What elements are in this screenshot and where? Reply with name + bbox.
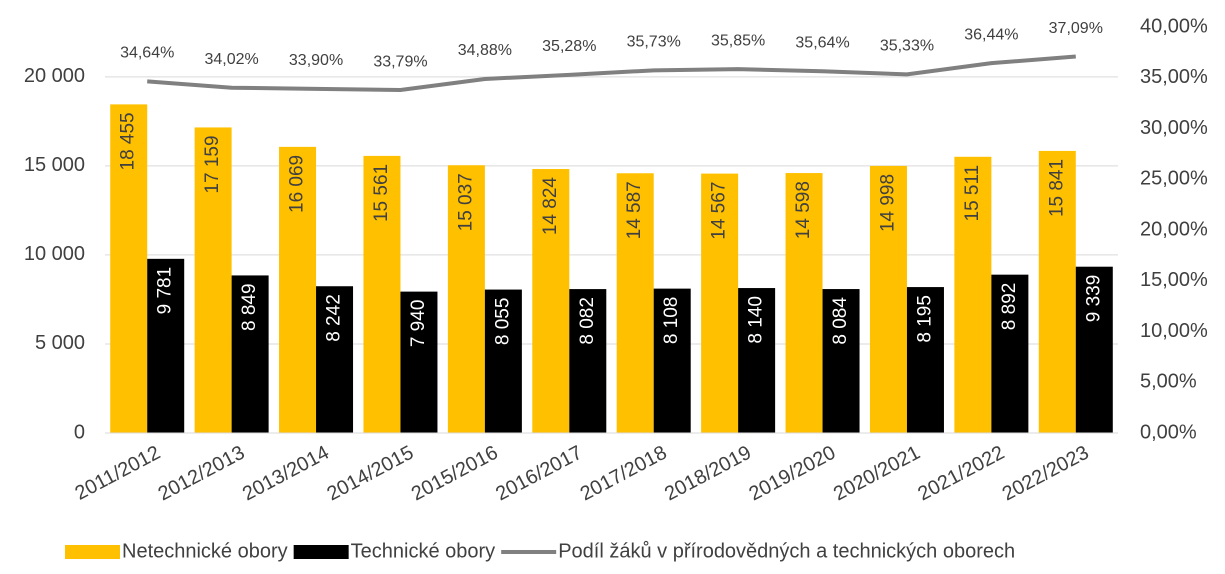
bar [400, 291, 438, 433]
y-tick-label: 20 000 [24, 65, 85, 87]
bar [616, 173, 654, 434]
bar-value-label: 8 140 [746, 296, 767, 344]
line-value-label: 35,28% [542, 38, 596, 55]
y2-tick-label: 0,00% [1140, 421, 1197, 443]
bar-value-label: 16 069 [287, 155, 308, 213]
bar [822, 289, 860, 433]
bar [991, 274, 1029, 433]
bar [653, 288, 691, 433]
bar [447, 165, 485, 433]
bar [869, 165, 907, 433]
line-value-label: 37,09% [1049, 20, 1103, 37]
line-value-label: 35,33% [880, 38, 934, 55]
y2-tick-label: 5,00% [1140, 371, 1197, 393]
x-tick-label: 2020/2021 [830, 442, 924, 506]
x-tick-label: 2019/2020 [746, 442, 840, 506]
x-tick-label: 2015/2016 [408, 442, 502, 506]
bar-value-label: 8 108 [661, 297, 682, 345]
bar-value-label: 9 781 [155, 267, 176, 315]
x-tick-label: 2018/2019 [661, 442, 755, 506]
bar [1038, 150, 1076, 433]
bar-value-label: 8 892 [999, 283, 1020, 331]
bar [569, 289, 607, 433]
bar [279, 146, 317, 433]
line [147, 54, 1076, 93]
y2-tick-label: 40,00% [1140, 15, 1208, 37]
bar [785, 173, 823, 433]
bar-value-label: 8 242 [324, 294, 345, 342]
bar-value-label: 7 940 [408, 300, 429, 348]
line-value-label: 35,73% [627, 34, 681, 51]
bar-value-label: 9 339 [1083, 275, 1104, 323]
line-value-label: 34,88% [458, 42, 512, 59]
bar-value-label: 14 567 [709, 182, 730, 240]
legend-label: Podíl žáků v přírodovědných a technickýc… [558, 540, 1015, 562]
bar-value-label: 8 195 [914, 295, 935, 343]
bar [484, 289, 522, 433]
line-value-label: 33,90% [289, 52, 343, 69]
bar [231, 275, 269, 433]
bar-value-label: 14 824 [540, 177, 561, 236]
x-tick-label: 2021/2022 [914, 442, 1008, 506]
bar-value-label: 14 998 [877, 174, 898, 232]
legend-label: Technické obory [351, 540, 496, 562]
y2-tick-label: 15,00% [1140, 269, 1208, 291]
bar [194, 127, 232, 433]
bar-value-label: 17 159 [202, 135, 223, 193]
line-value-label: 34,64% [120, 45, 174, 62]
x-tick-label: 2017/2018 [577, 442, 671, 506]
bar-value-label: 18 455 [118, 112, 139, 170]
bar-value-label: 15 037 [455, 173, 476, 231]
line-value-label: 33,79% [373, 53, 427, 70]
bar-value-label: 8 082 [577, 297, 598, 345]
legend-label: Netechnické obory [122, 540, 288, 562]
bar [147, 258, 185, 433]
x-tick-label: 2016/2017 [492, 442, 586, 506]
bar [701, 173, 739, 434]
bar [532, 169, 570, 433]
bar-value-label: 15 561 [371, 164, 392, 222]
y2-tick-label: 25,00% [1140, 168, 1208, 190]
bar [954, 156, 992, 433]
legend-swatch [293, 545, 349, 559]
y2-tick-label: 35,00% [1140, 66, 1208, 88]
y-tick-label: 0 [74, 421, 85, 443]
bar-value-label: 15 511 [962, 165, 983, 222]
bar-value-label: 14 598 [793, 181, 814, 239]
bar-value-label: 8 084 [830, 297, 851, 345]
x-tick-label: 2013/2014 [239, 442, 333, 506]
y2-tick-label: 20,00% [1140, 218, 1208, 240]
y-tick-label: 5 000 [35, 332, 85, 354]
bar [1075, 266, 1113, 433]
bar-value-label: 8 849 [239, 283, 260, 331]
bar [316, 286, 354, 433]
bar-value-label: 14 587 [624, 181, 645, 239]
bar [906, 287, 944, 433]
line-value-label: 35,85% [711, 32, 765, 49]
bar-value-label: 15 841 [1046, 159, 1067, 217]
bar [110, 104, 148, 433]
x-tick-label: 2012/2013 [155, 442, 249, 506]
x-tick-label: 2022/2023 [999, 442, 1093, 506]
line-value-label: 35,64% [795, 34, 849, 51]
line-value-label: 36,44% [964, 26, 1018, 43]
x-tick-label: 2011/2012 [72, 442, 164, 505]
line-value-label: 34,02% [204, 51, 258, 68]
y2-tick-label: 30,00% [1140, 117, 1208, 139]
bar-value-label: 8 055 [492, 298, 513, 346]
y-tick-label: 15 000 [24, 154, 85, 176]
x-tick-label: 2014/2015 [323, 442, 417, 506]
y2-tick-label: 10,00% [1140, 320, 1208, 342]
bar [738, 288, 776, 433]
y-tick-label: 10 000 [24, 243, 85, 265]
bar [363, 155, 401, 433]
legend-swatch [65, 545, 120, 559]
